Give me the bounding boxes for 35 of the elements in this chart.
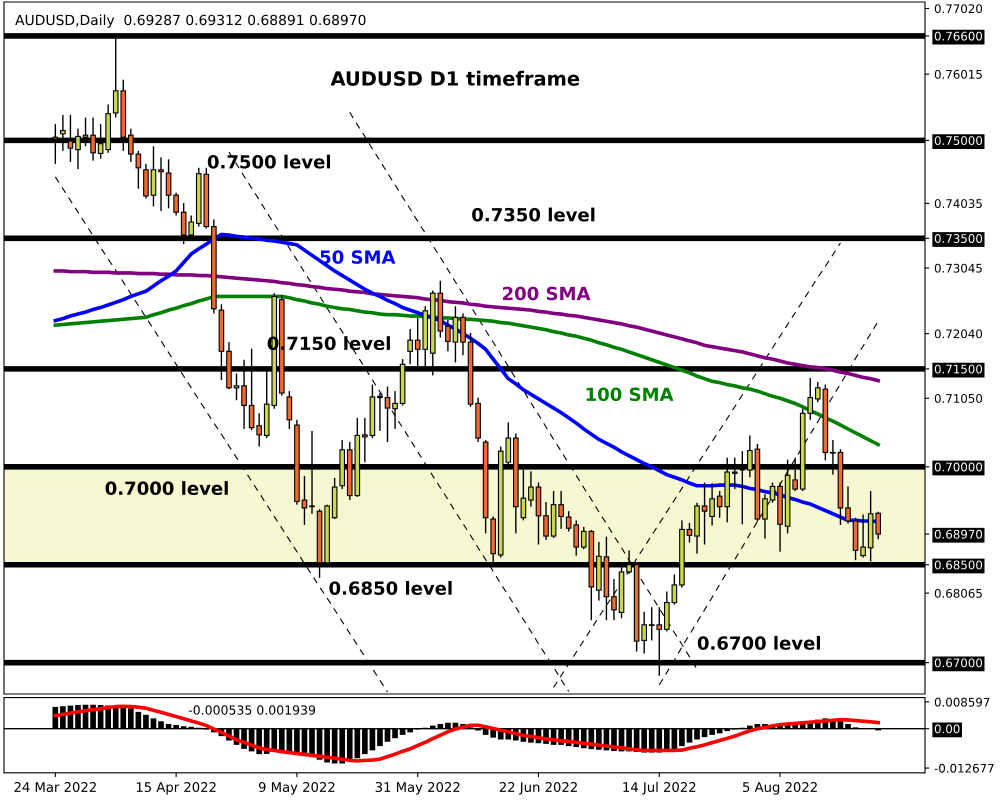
y-tick-label: 0.76600 — [934, 32, 982, 41]
y-tick-label: 0.77020 — [934, 4, 982, 14]
y-tick-label: 0.75000 — [934, 136, 982, 146]
ref-line-label: 0.7500 level — [208, 154, 330, 169]
y-tick-label: 0.71050 — [934, 394, 982, 403]
x-tick-label: 14 Jul 2022 — [623, 782, 696, 794]
y-tick-label: 0.68500 — [934, 560, 982, 570]
x-tick-label: 5 Aug 2022 — [743, 782, 817, 795]
ref-line-label: 0.6850 level — [329, 581, 452, 595]
y-tick-label: 0.008597 — [934, 698, 990, 707]
y-tick-label: 0.71500 — [934, 364, 982, 374]
x-tick-label: 31 May 2022 — [376, 782, 460, 795]
ref-line-label: 0.7000 level — [106, 481, 228, 496]
text: AUDUSD D1 timeframe — [330, 70, 580, 86]
x-tick-label: 15 Apr 2022 — [136, 782, 216, 795]
y-tick-label: 0.73045 — [934, 264, 982, 273]
y-tick-label: 0.73500 — [934, 234, 982, 243]
y-tick-label: 0.70000 — [934, 462, 982, 472]
y-tick-label: -0.012677 — [934, 764, 994, 773]
y-tick-label: 0.72040 — [934, 329, 982, 338]
x-tick-label: 22 Jun 2022 — [500, 782, 577, 794]
annotation: -0.000535 0.001939 — [188, 705, 316, 715]
ref-line-label: 0.7350 level — [472, 208, 594, 222]
x-tick-label: 9 May 2022 — [258, 782, 334, 795]
y-tick-label: 0.68970 — [934, 530, 982, 539]
ref-line-label: 0.6700 level — [698, 636, 820, 650]
series-label: 200 SMA — [503, 286, 590, 300]
x-tick-label: 24 Mar 2022 — [14, 782, 96, 792]
y-tick-label: 0.74035 — [934, 199, 982, 208]
y-tick-label: 0.00 — [934, 724, 960, 734]
y-tick-label: 0.67000 — [934, 658, 982, 668]
text: AUDUSD,Daily 0.69287 0.69312 0.68891 0.68970 — [15, 14, 366, 28]
series-label: 100 SMA — [586, 388, 674, 402]
y-tick-label: 0.68065 — [934, 588, 982, 598]
y-tick-label: 0.76015 — [934, 70, 982, 79]
